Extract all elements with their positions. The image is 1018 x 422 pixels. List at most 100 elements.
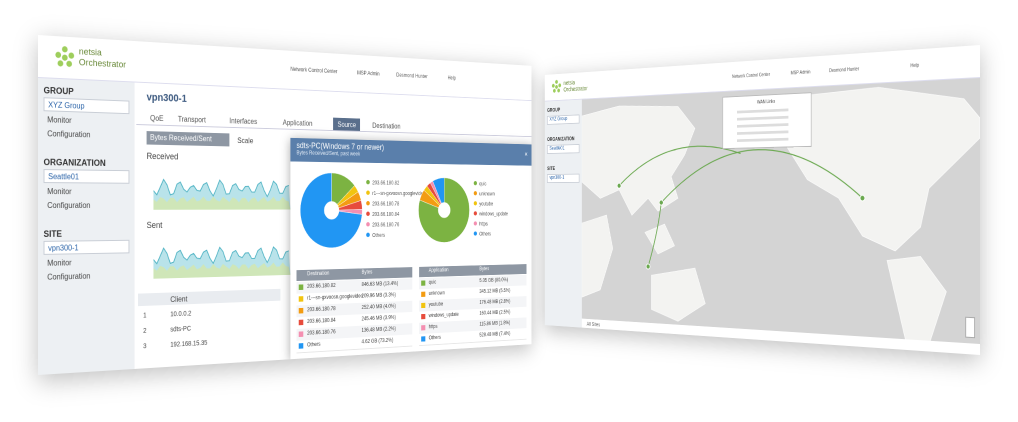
header-item: Help xyxy=(447,75,456,82)
sidebar-select[interactable]: vpn300-1 xyxy=(43,239,130,255)
logo-dot xyxy=(558,83,562,88)
table-cell: Others xyxy=(428,335,441,342)
pie-charts: 203.66.180.82 r1---sn-gxvoosn.googlevideo… xyxy=(290,163,508,265)
map-footer-bg xyxy=(581,318,980,355)
chart-area xyxy=(153,246,291,279)
table-column: Bytes xyxy=(479,266,490,273)
row-swatch xyxy=(421,291,426,297)
header-item: Desmond Hunter xyxy=(396,73,428,80)
sidebar-link[interactable]: Configuration xyxy=(47,201,91,210)
sidebar-link[interactable]: Monitor xyxy=(47,187,72,197)
header-item: Network Control Center xyxy=(290,67,338,76)
row-swatch xyxy=(298,343,304,349)
scale-label: Scale xyxy=(237,136,254,146)
sidebar-link[interactable]: Configuration xyxy=(47,271,91,282)
page-title: vpn300-1 xyxy=(146,91,187,105)
legend-dot xyxy=(366,222,370,227)
sidebar-link[interactable]: Monitor xyxy=(47,115,72,125)
table-cell: 3 xyxy=(143,343,147,351)
table-cell: 5.05 GB (80.0%) xyxy=(479,277,509,284)
logo-dot xyxy=(62,46,69,53)
chart-area xyxy=(153,179,291,210)
legend-dot xyxy=(366,232,370,238)
metric-select[interactable]: Bytes Received/Sent xyxy=(146,131,230,147)
pie-slice xyxy=(300,172,362,248)
sidebar-heading: ORGANIZATION xyxy=(547,136,575,143)
logo-dot xyxy=(67,61,73,68)
table-cell: 203.66.180.78 xyxy=(307,306,336,314)
legend-dot xyxy=(366,179,370,185)
table-cell: youtube xyxy=(428,302,444,308)
row-swatch xyxy=(298,296,304,302)
header-item: Desmond Hunter xyxy=(829,66,860,75)
sidebar-heading: GROUP xyxy=(43,85,74,97)
logo-icon xyxy=(551,79,562,93)
logo-icon xyxy=(55,46,76,68)
table-header xyxy=(138,288,281,307)
data-table: Application Bytes quic 5.05 GB (80.0%) unkno… xyxy=(419,264,527,349)
legend-dot xyxy=(366,211,370,216)
table-cell: Others xyxy=(307,342,321,349)
logo-dot xyxy=(555,79,558,84)
left-window: netsia Orchestrator Network Control Center… xyxy=(38,35,532,375)
received-label: Received xyxy=(146,151,179,162)
table-column: Destination xyxy=(307,271,330,278)
map-footer: All Sites xyxy=(587,322,601,329)
sidebar-heading: SITE xyxy=(43,228,62,239)
received-chart xyxy=(153,167,291,210)
table-cell: 10.0.0.2 xyxy=(170,310,192,319)
row-swatch xyxy=(298,319,304,326)
legend-label: windows_update xyxy=(479,212,508,217)
legend-label: youtube xyxy=(479,202,493,207)
table-cell: r1---sn-gxvoosn.googlevideo xyxy=(307,293,364,302)
legend-dot xyxy=(473,221,478,226)
world-map: WAN Links All Sites xyxy=(581,78,980,355)
legend-label: r1---sn-gxvoosn.googlevideo xyxy=(372,191,425,197)
logo-dot xyxy=(551,83,555,88)
logo-dot xyxy=(557,88,561,93)
header-item: MSP Admin xyxy=(790,69,811,77)
sidebar-select[interactable]: XYZ Group xyxy=(547,114,580,125)
table-cell: 115.86 MB (1.8%) xyxy=(479,320,511,328)
table-cell: 245.46 MB (3.9%) xyxy=(361,315,396,323)
legend-dot xyxy=(366,190,370,195)
map-box-title: WAN Links xyxy=(757,98,775,104)
site-marker xyxy=(860,195,865,201)
sidebar-heading: GROUP xyxy=(547,108,561,114)
table-cell: https xyxy=(428,324,438,331)
legend-label: 203.66.180.76 xyxy=(372,223,399,229)
popup: sdts-PC(Windows 7 or newer) Bytes Receive… xyxy=(290,137,532,360)
site-marker xyxy=(659,200,663,205)
table-column: Application xyxy=(428,267,449,274)
table-cell: 2 xyxy=(143,327,147,335)
sent-chart xyxy=(153,234,291,279)
sidebar-select[interactable]: XYZ Group xyxy=(43,97,130,115)
chart-area xyxy=(153,196,291,210)
table-cell: 846.63 MB (13.4%) xyxy=(361,281,399,288)
logo-dot xyxy=(62,55,69,62)
legend-label: 203.66.180.84 xyxy=(372,212,400,218)
row-swatch xyxy=(298,284,304,290)
site-marker xyxy=(617,183,621,188)
sidebar-link[interactable]: Configuration xyxy=(47,129,91,140)
logo-dot xyxy=(55,52,62,59)
table-cell: 176.48 MB (2.8%) xyxy=(479,299,511,306)
table-column: Bytes xyxy=(361,269,373,276)
table-cell: 136.48 MB (2.2%) xyxy=(361,326,396,334)
row-swatch xyxy=(421,302,426,309)
sidebar-link[interactable]: Monitor xyxy=(47,258,72,268)
table-cell: windows_update xyxy=(428,312,459,319)
logo-dot xyxy=(552,88,556,93)
sidebar-select[interactable]: vpn300-1 xyxy=(547,173,580,184)
table-cell: unknown xyxy=(428,290,445,297)
legend-label: 203.66.180.78 xyxy=(372,202,399,207)
sidebar-select[interactable]: Seattle01 xyxy=(547,144,580,154)
row-swatch xyxy=(421,325,426,331)
row-swatch xyxy=(421,336,426,342)
table-cell: 528.48 MB (7.4%) xyxy=(479,331,511,339)
logo-subtext: Orchestrator xyxy=(563,84,588,94)
sidebar-select[interactable]: Seattle01 xyxy=(43,169,130,184)
legend-label: unknown xyxy=(479,192,495,197)
legend-label: https xyxy=(479,222,487,227)
